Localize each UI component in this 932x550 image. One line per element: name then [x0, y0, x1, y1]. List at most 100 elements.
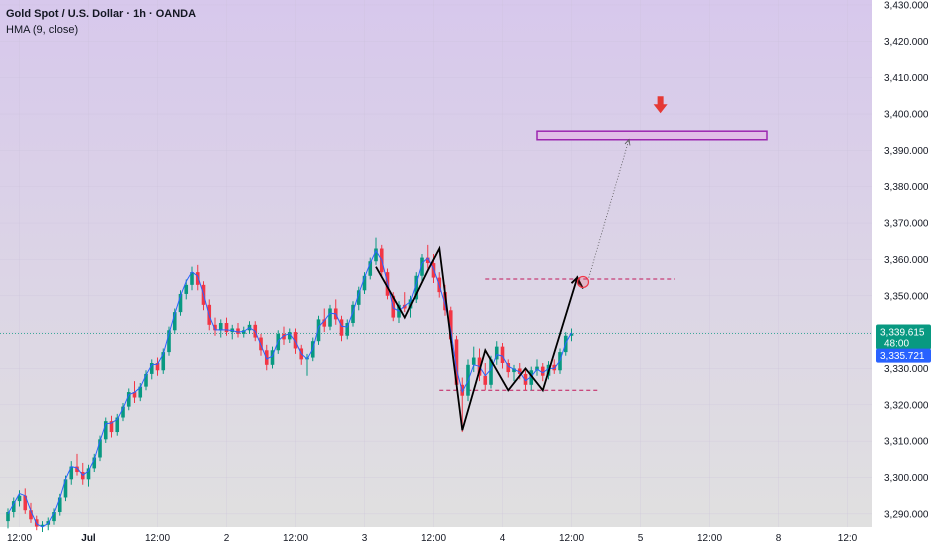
price-tick-label: 3,320.000: [884, 400, 929, 411]
candle-body: [287, 332, 292, 340]
candle-body: [109, 421, 114, 433]
candle-body: [425, 257, 430, 264]
candle-body: [224, 323, 229, 333]
candle: [23, 488, 28, 514]
target-zone-rect[interactable]: [536, 130, 768, 141]
candle: [11, 497, 16, 518]
price-tick-label: 3,330.000: [884, 364, 929, 375]
candle-body: [213, 324, 217, 331]
candle: [178, 290, 183, 316]
indicator-label[interactable]: HMA (9, close): [6, 24, 79, 36]
candle-body: [362, 275, 367, 291]
candle-body: [512, 368, 516, 373]
candle-body: [454, 339, 459, 385]
price-tick-label: 3,380.000: [884, 182, 929, 193]
candle-body: [328, 308, 332, 327]
time-tick-label: 5: [638, 533, 644, 544]
candle-body: [161, 352, 166, 371]
breakout-circle-marker[interactable]: [576, 275, 590, 289]
price-tick-label: 3,300.000: [884, 473, 929, 484]
candle: [75, 453, 79, 476]
candle-body: [368, 261, 373, 276]
candle: [356, 286, 361, 311]
time-tick-label: 12:00: [559, 533, 584, 544]
candle: [86, 464, 91, 487]
price-tick-label: 3,370.000: [884, 219, 929, 230]
candle: [494, 341, 499, 365]
candle-body: [218, 323, 223, 331]
candle-body: [184, 284, 189, 294]
time-tick-label: 12:00: [145, 533, 170, 544]
candle-body: [374, 248, 378, 262]
candle-body: [351, 304, 355, 324]
candle: [483, 362, 488, 391]
pattern-arrowhead: [570, 275, 580, 286]
pattern-polyline[interactable]: [375, 245, 584, 431]
candle-body: [52, 512, 56, 522]
price-axis[interactable]: 3,290.000 3,300.000 3,310.000 3,320.000 3,33…: [884, 1, 929, 521]
candle: [425, 244, 430, 269]
candle-body: [115, 417, 120, 433]
price-tick-label: 3,360.000: [884, 255, 929, 266]
candle-body: [190, 272, 194, 285]
candle: [287, 328, 292, 344]
candle-body: [86, 468, 91, 480]
down-arrow-icon[interactable]: [653, 96, 668, 114]
target-zone[interactable]: [536, 96, 768, 278]
candle-body: [523, 373, 528, 385]
price-tick-label: 3,430.000: [884, 1, 929, 12]
price-tick-label: 3,400.000: [884, 110, 929, 121]
candle-body: [293, 332, 298, 349]
candle: [184, 279, 189, 300]
candle-body: [483, 375, 488, 385]
candle: [155, 357, 160, 376]
symbol-title[interactable]: Gold Spot / U.S. Dollar · 1h · OANDA: [6, 8, 197, 20]
candle-body: [167, 330, 171, 353]
time-tick-label: 12:00: [283, 533, 308, 544]
candle: [316, 315, 321, 345]
plot-background: [0, 0, 872, 527]
price-tick-label: 3,310.000: [884, 437, 929, 448]
candle-body: [63, 479, 68, 498]
candle: [535, 359, 539, 376]
candle: [103, 417, 108, 443]
price-axis-background: [872, 0, 932, 550]
chart-legend: Gold Spot / U.S. Dollar · 1h · OANDA HMA…: [6, 6, 196, 38]
candle: [236, 323, 240, 338]
candle-body: [149, 362, 154, 374]
candle: [149, 359, 154, 380]
candle: [92, 453, 97, 473]
time-axis-background: [0, 527, 872, 550]
candle-body: [138, 386, 143, 398]
candle-body: [494, 346, 499, 360]
candle-body: [178, 293, 183, 313]
candle-body: [23, 495, 28, 511]
candle-body: [282, 333, 286, 340]
candle: [414, 272, 419, 304]
candle-body: [569, 333, 574, 336]
candle: [52, 508, 56, 525]
time-axis[interactable]: 12:00 Jul 12:00 2 12:00 3 12:00 4 12:00 5 12:00 8 12…: [7, 533, 858, 544]
candle: [328, 304, 332, 331]
candle-body: [552, 364, 557, 371]
candle-body: [414, 275, 419, 300]
time-tick-label: 2: [224, 533, 230, 544]
candle-body: [316, 319, 321, 342]
time-tick-label: 12:00: [421, 533, 446, 544]
candle-body: [506, 362, 511, 373]
candle: [167, 326, 171, 356]
candle: [351, 301, 355, 327]
candle-body: [92, 457, 97, 469]
candle-body: [489, 359, 493, 385]
candle-body: [500, 346, 505, 363]
price-tick-label: 3,350.000: [884, 291, 929, 302]
candle: [471, 346, 476, 373]
candle: [6, 508, 10, 529]
pattern-drawing[interactable]: [375, 245, 590, 431]
candle-body: [339, 319, 344, 336]
candle: [506, 359, 511, 378]
candle: [569, 328, 574, 342]
candle: [368, 257, 373, 280]
